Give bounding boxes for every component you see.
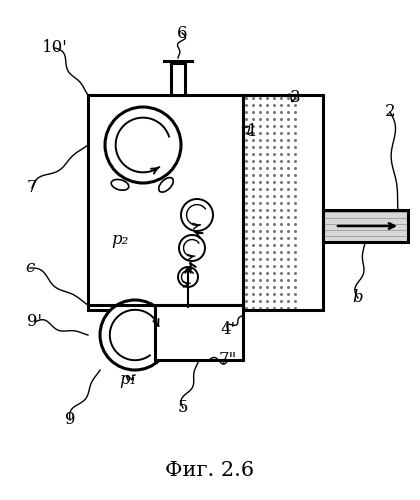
Text: 10': 10' <box>42 40 68 56</box>
Text: p₁: p₁ <box>119 372 136 388</box>
Text: 7": 7" <box>219 352 237 368</box>
Text: 5: 5 <box>178 400 188 416</box>
Text: 4': 4' <box>220 322 236 338</box>
Ellipse shape <box>166 316 181 326</box>
Text: 6: 6 <box>177 24 187 42</box>
Circle shape <box>105 107 181 183</box>
Ellipse shape <box>159 178 173 192</box>
Text: 1: 1 <box>247 124 257 140</box>
Text: 3: 3 <box>290 90 300 106</box>
Text: b: b <box>353 290 363 306</box>
Ellipse shape <box>111 180 129 190</box>
Text: c: c <box>25 260 34 276</box>
Bar <box>155 305 243 360</box>
Text: Фиг. 2.6: Фиг. 2.6 <box>165 460 255 479</box>
Bar <box>88 95 243 310</box>
Circle shape <box>178 267 198 287</box>
Text: p₂: p₂ <box>111 232 129 248</box>
Bar <box>243 95 323 310</box>
Text: 7: 7 <box>27 180 37 196</box>
Circle shape <box>100 300 170 370</box>
Text: 9': 9' <box>27 314 42 330</box>
Bar <box>171 63 185 95</box>
Text: 2: 2 <box>385 104 395 120</box>
Circle shape <box>179 235 205 261</box>
Text: 9: 9 <box>65 412 75 428</box>
Bar <box>323 210 408 242</box>
Circle shape <box>181 199 213 231</box>
Ellipse shape <box>166 344 181 354</box>
